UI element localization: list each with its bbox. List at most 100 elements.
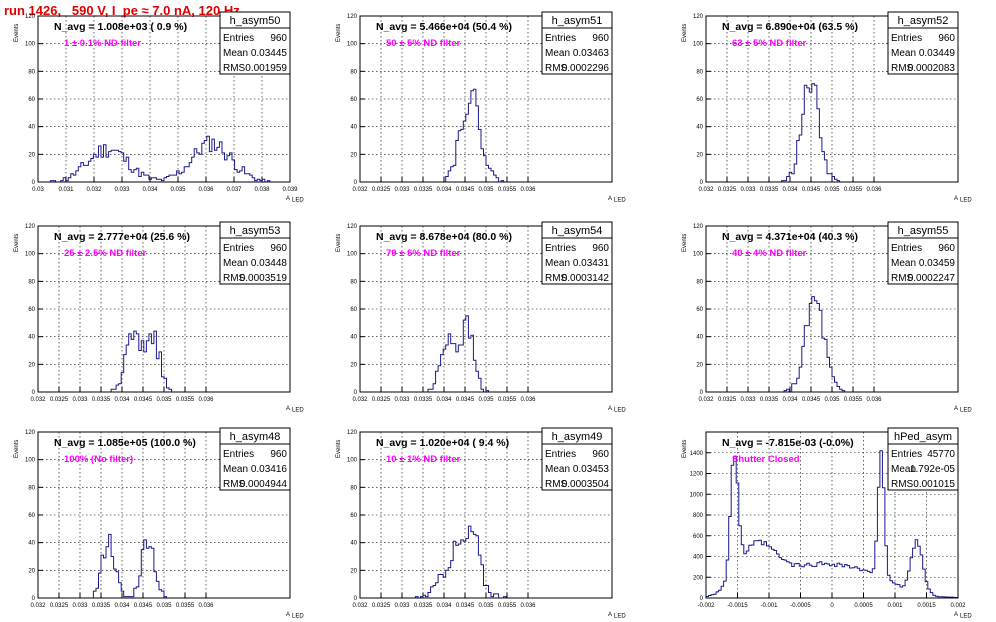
x-tick-label: 0.031 [58,187,74,193]
x-tick-label: 0.035 [824,397,840,403]
y-axis-label: Events [336,440,342,458]
x-axis-label-sub: LED [292,408,304,414]
stats-title: h_asym48 [230,431,281,443]
panel-h_asym55: 0.032 0.0325 0.033 0.0335 0.034 0.0345 0.035 0.… [682,221,972,414]
x-tick-label: 0.036 [866,187,882,193]
navg-label: N_avg = 8.678e+04 (80.0 %) [376,231,512,243]
x-axis-label: A [954,406,958,412]
y-tick-label: 0 [354,390,358,396]
y-axis-label: Events [336,234,342,252]
stats-value: 960 [270,449,287,460]
x-tick-label: 0.0345 [802,397,821,403]
navg-label: N_avg = 1.008e+03 ( 0.9 %) [54,21,187,33]
x-tick-label: 0.0325 [50,603,69,609]
stats-key: RMS [545,479,568,490]
x-axis-label: A [608,406,612,412]
filter-label: 1 ± 0.1% ND filter [64,38,141,49]
x-tick-label: 0.0345 [134,603,153,609]
x-tick-label: 0.0325 [372,187,391,193]
x-tick-label: 0.03 [32,187,44,193]
plot-frame [359,225,613,393]
stats-key: RMS [891,63,914,74]
x-axis-label: A [608,196,612,202]
x-tick-label: 0.033 [740,187,756,193]
y-axis-label: Events [682,24,688,42]
histogram-series [705,450,959,598]
stats-box [541,221,613,285]
x-tick-label: 0.038 [254,187,270,193]
stats-title: h_asym52 [898,15,949,27]
y-tick-label: 80 [696,69,703,75]
x-tick-label: 0.033 [72,603,88,609]
navg-label: N_avg = -7.815e-03 (-0.0%) [722,437,854,449]
y-tick-label: 80 [28,485,35,491]
stats-title: h_asym53 [230,225,281,237]
x-tick-label: 0.0005 [854,603,873,609]
y-tick-label: 100 [693,252,704,258]
x-tick-label: 0.034 [436,397,452,403]
panel-h_asym50: 0.03 0.031 0.032 0.033 0.034 0.035 0.036 0.037 0… [14,11,304,204]
y-tick-label: 0 [32,390,36,396]
y-tick-label: 0 [700,596,704,602]
y-tick-label: 60 [696,307,703,313]
y-tick-label: 120 [693,14,704,20]
x-tick-label: 0.0345 [802,187,821,193]
stats-value: 0.0002296 [562,63,610,74]
x-axis-label-sub: LED [292,198,304,204]
x-tick-label: 0.002 [950,603,966,609]
x-tick-label: 0.0335 [760,397,779,403]
x-axis-label-sub: LED [614,198,626,204]
stats-value: 960 [592,449,609,460]
y-tick-label: 60 [350,513,357,519]
x-tick-label: 0.0335 [92,397,111,403]
y-tick-label: 40 [696,125,703,131]
x-tick-label: 0.032 [30,603,46,609]
y-tick-label: 40 [350,541,357,547]
y-tick-label: 80 [350,279,357,285]
y-tick-label: 0 [354,180,358,186]
panel-h_asym48: 0.032 0.0325 0.033 0.0335 0.034 0.0345 0.035 0.… [14,427,304,620]
x-tick-label: 0.036 [520,187,536,193]
y-tick-label: 20 [28,152,35,158]
x-tick-label: 0.036 [520,397,536,403]
plot-frame [37,15,291,183]
stats-value: 960 [270,243,287,254]
x-tick-label: 0.0345 [456,603,475,609]
y-tick-label: 20 [696,152,703,158]
y-tick-label: 120 [25,430,36,436]
y-tick-label: 120 [25,224,36,230]
navg-label: N_avg = 6.890e+04 (63.5 %) [722,21,858,33]
y-tick-label: 20 [696,362,703,368]
filter-label: 10 ± 1% ND filter [386,454,461,465]
x-tick-label: 0.0335 [92,603,111,609]
filter-label: 100% (No filter) [64,454,133,465]
navg-label: N_avg = 1.020e+04 ( 9.4 %) [376,437,509,449]
stats-key: Mean [545,258,570,269]
x-axis-label-sub: LED [614,408,626,414]
y-tick-label: 60 [696,97,703,103]
y-axis-label: Events [682,440,688,458]
x-tick-label: 0.033 [114,187,130,193]
y-tick-label: 200 [693,575,704,581]
panel-h_asym53: 0.032 0.0325 0.033 0.0335 0.034 0.0345 0.035 0.… [14,221,304,414]
stats-key: RMS [891,479,914,490]
y-tick-label: 120 [347,14,358,20]
filter-label: 63 ± 5% ND filter [732,38,807,49]
y-tick-label: 20 [350,362,357,368]
stats-value: 960 [938,33,955,44]
stats-box [219,11,291,75]
y-tick-label: 100 [347,458,358,464]
x-tick-label: 0 [830,603,834,609]
stats-value: 0.0004944 [240,479,288,490]
x-tick-label: 0.0355 [844,397,863,403]
stats-key: RMS [545,63,568,74]
stats-value: 0.0003519 [240,273,288,284]
x-tick-label: 0.035 [170,187,186,193]
y-tick-label: 40 [28,541,35,547]
stats-title: h_asym54 [552,225,603,237]
y-tick-label: 120 [25,14,36,20]
x-tick-label: 0.0325 [718,187,737,193]
y-tick-label: 0 [700,180,704,186]
stats-value: 1.792e-05 [910,464,955,475]
x-tick-label: 0.0325 [718,397,737,403]
